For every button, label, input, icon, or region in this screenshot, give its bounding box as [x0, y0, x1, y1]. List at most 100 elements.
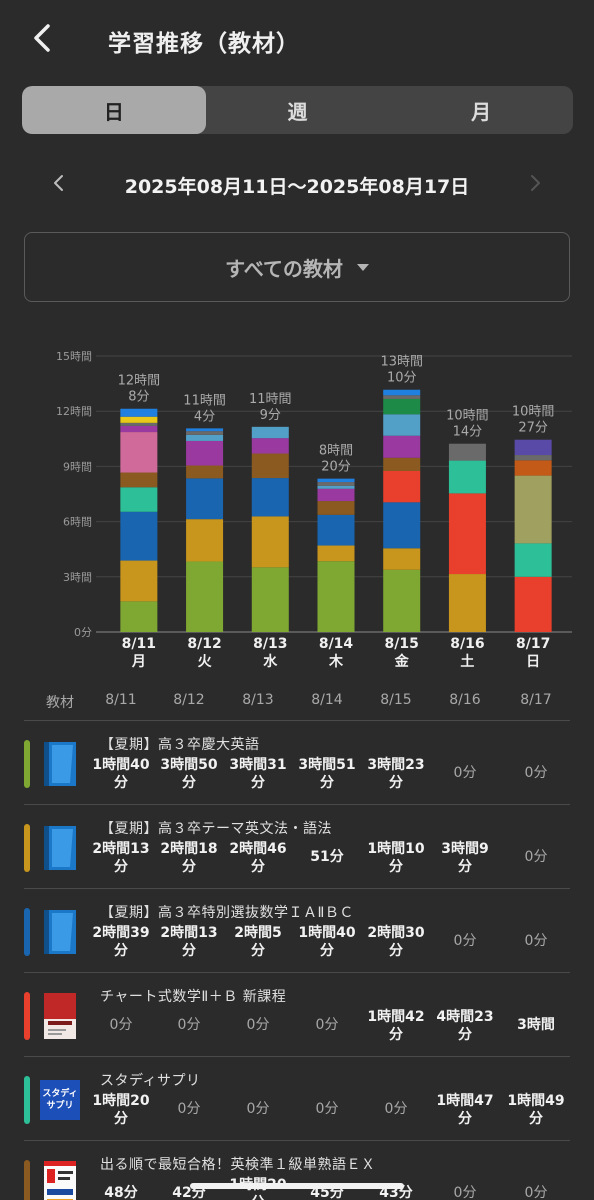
material-title: 出る順で最短合格！英検準１級単熟語ＥＸ — [100, 1157, 376, 1173]
bar-segment — [251, 567, 289, 632]
study-time-cell: 2時間39 分 — [92, 925, 150, 959]
bar-total-label: 20分 — [321, 460, 351, 475]
study-time-cell: 1時間40 分 — [298, 925, 356, 959]
study-time-cell: 3時間23 分 — [367, 757, 425, 791]
bar-segment — [383, 569, 421, 632]
material-row[interactable]: チャート式数学Ⅱ＋Ｂ 新課程 0分 0分 0分 0分 1時間42 分 4時間23 分 3時間 — [0, 974, 594, 1058]
study-time-cell: 0分 — [524, 849, 548, 865]
study-time-cell: 0分 — [453, 765, 477, 781]
table-header-date: 8/16 — [449, 692, 481, 708]
material-row[interactable]: 【夏期】高３卒特別選抜数学ＩＡⅡＢＣ 2時間39 分 2時間13 分 2時間5 分 1時間40… — [0, 890, 594, 974]
bar-segment — [186, 561, 224, 632]
study-time-cell: 1時間49 分 — [507, 1093, 565, 1127]
study-time-cell: 2時間13 分 — [160, 925, 218, 959]
study-time-cell: 0分 — [315, 1017, 339, 1033]
material-title: 【夏期】高３卒特別選抜数学ＩＡⅡＢＣ — [100, 905, 354, 921]
table-header-date: 8/17 — [520, 692, 552, 708]
tab-day[interactable]: 日 — [22, 86, 206, 134]
bar-segment — [383, 398, 421, 415]
divider — [24, 720, 570, 721]
bar-segment — [514, 460, 552, 476]
study-time-cell: 1時間40 分 — [92, 757, 150, 791]
y-tick-label: 0分 — [74, 626, 92, 639]
study-time-cell: 51分 — [310, 849, 344, 865]
divider — [24, 888, 570, 889]
bar-segment — [383, 414, 421, 436]
bar-segment — [120, 422, 158, 426]
bar-segment — [120, 416, 158, 423]
bar-total-label: 13時間 — [380, 355, 423, 370]
bar-segment — [317, 485, 355, 489]
bar-segment — [251, 438, 289, 454]
bar-total-label: 10時間 — [446, 409, 489, 424]
study-time-cell: 2時間30 分 — [367, 925, 425, 959]
next-range-button[interactable] — [522, 168, 548, 198]
study-time-cell: 0分 — [524, 765, 548, 781]
bar-segment — [186, 440, 224, 466]
bar-segment — [317, 514, 355, 546]
material-row[interactable]: 【夏期】高３卒テーマ英文法・語法 2時間13 分 2時間18 分 2時間46 分 51分 1時間… — [0, 806, 594, 890]
bar-segment — [317, 482, 355, 486]
study-time-cell: 3時間9 分 — [441, 841, 489, 875]
bar-segment — [120, 425, 158, 433]
study-time-cell: 0分 — [246, 1101, 270, 1117]
bar-total-label: 11時間 — [183, 393, 226, 408]
bar-total-label: 10時間 — [512, 405, 555, 420]
previous-range-button[interactable] — [46, 168, 72, 198]
material-row[interactable]: スタディ サプリ スタディサプリ 1時間20 分 0分 0分 0分 0分 1時間47 分 1時間49 分 — [0, 1058, 594, 1142]
studysapuri-logo: スタディ サプリ — [40, 1080, 80, 1120]
bar-total-label: 27分 — [518, 421, 548, 436]
chevron-left-icon — [54, 175, 63, 191]
table-header-date: 8/13 — [242, 692, 274, 708]
material-title: チャート式数学Ⅱ＋Ｂ 新課程 — [100, 989, 287, 1005]
bar-segment — [448, 493, 486, 575]
study-time-cell: 0分 — [177, 1017, 201, 1033]
material-row[interactable]: 【夏期】高３卒慶大英語 1時間40 分 3時間50 分 3時間31 分 3時間51 分 3時間23… — [0, 722, 594, 806]
bar-segment — [514, 455, 552, 461]
bar-segment — [383, 502, 421, 549]
weekday-label: 土 — [460, 653, 474, 670]
bar-segment — [251, 426, 289, 439]
material-filter-dropdown[interactable]: すべての教材 — [24, 232, 570, 302]
bar-total-label: 8分 — [128, 390, 149, 405]
study-time-cell: 3時間51 分 — [298, 757, 356, 791]
x-tick-label: 8/14 — [319, 636, 354, 652]
divider — [24, 972, 570, 973]
material-color-marker — [24, 1160, 30, 1200]
tab-month[interactable]: 月 — [471, 99, 492, 124]
study-time-cell: 0分 — [453, 933, 477, 949]
bar-segment — [186, 434, 224, 441]
material-title: 【夏期】高３卒慶大英語 — [100, 737, 260, 753]
back-button[interactable] — [24, 18, 64, 58]
weekday-label: 金 — [394, 653, 410, 670]
study-time-cell: 2時間18 分 — [160, 841, 218, 875]
bar-segment — [317, 545, 355, 562]
material-row[interactable]: 出る順で最短合格！英検準１級単熟語ＥＸ48分42分1時間20分45分43分0分0… — [0, 1142, 594, 1200]
divider — [24, 804, 570, 805]
x-tick-label: 8/11 — [122, 636, 156, 652]
x-tick-label: 8/13 — [253, 636, 287, 652]
y-tick-label: 3時間 — [63, 571, 92, 584]
daily-study-chart: 0分3時間6時間9時間12時間15時間12時間8分8/11月11時間4分8/12… — [56, 350, 572, 670]
bar-segment — [383, 548, 421, 570]
material-filter-label: すべての教材 — [225, 256, 343, 281]
tab-week[interactable]: 週 — [287, 99, 308, 124]
weekday-label: 日 — [526, 654, 540, 670]
bar-segment — [120, 472, 158, 488]
header: 学習推移（教材） — [0, 0, 594, 78]
material-color-marker — [24, 740, 30, 788]
material-color-marker — [24, 824, 30, 872]
bar-segment — [120, 511, 158, 561]
bar-total-label: 12時間 — [118, 374, 161, 389]
bar-segment — [383, 389, 421, 396]
bar-segment — [186, 519, 224, 562]
bar-segment — [317, 501, 355, 515]
table-header-date: 8/15 — [380, 692, 412, 708]
bar-segment — [120, 560, 158, 602]
bar-total-label: 4分 — [194, 409, 215, 424]
blue-book-icon — [42, 907, 78, 957]
table-header-date: 8/12 — [173, 692, 205, 708]
home-indicator — [190, 1183, 404, 1189]
divider — [24, 1056, 570, 1057]
